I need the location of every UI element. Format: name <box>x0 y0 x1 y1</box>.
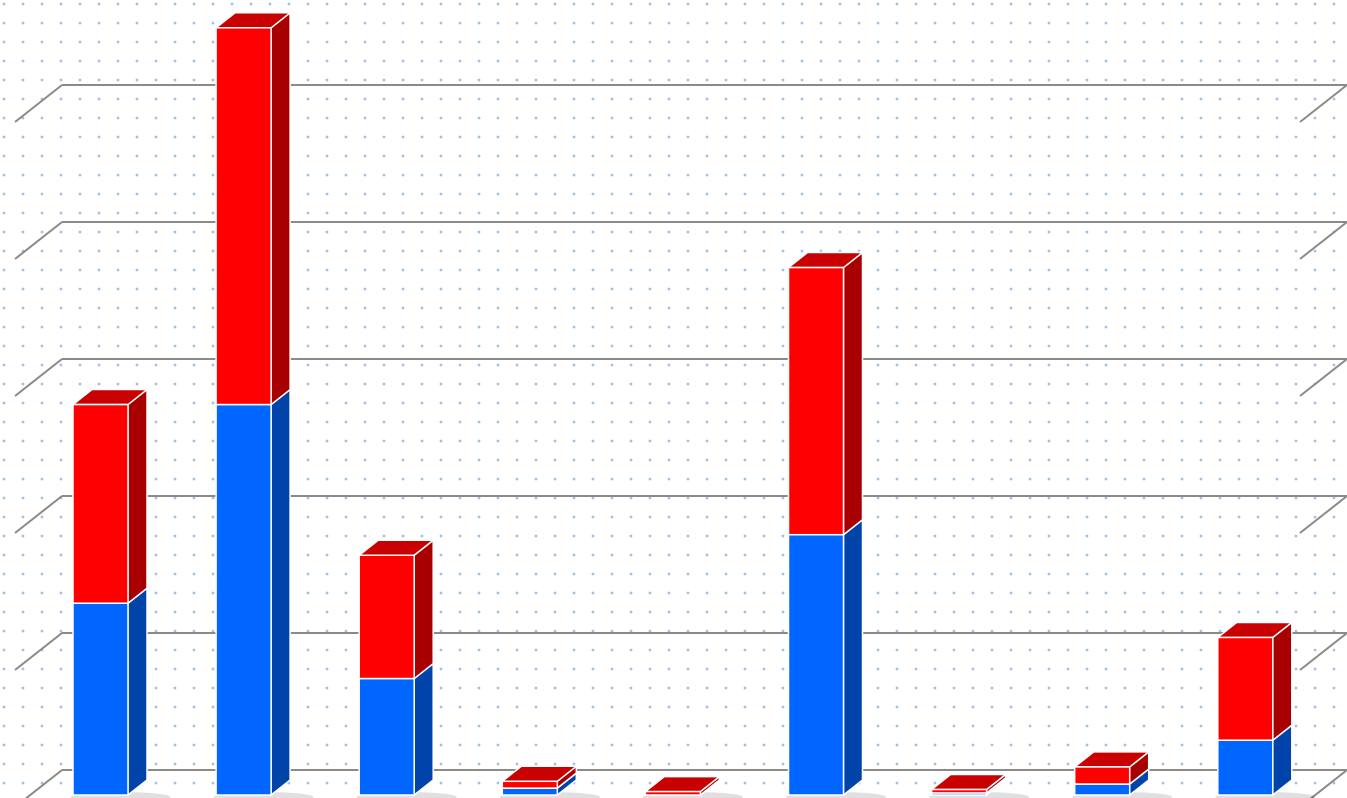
grid-diagonal <box>1299 358 1347 397</box>
bar-side <box>270 388 291 797</box>
bar-segment <box>1072 750 1151 786</box>
bar-segment <box>357 662 436 797</box>
grid-diagonal <box>14 221 63 260</box>
bar-side <box>127 388 148 605</box>
grid-diagonal <box>1299 84 1347 123</box>
bar-side <box>413 662 434 797</box>
bar-side <box>270 11 291 407</box>
grid-diagonal <box>14 495 63 534</box>
grid-diagonal <box>14 632 63 671</box>
grid-diagonal <box>14 84 63 123</box>
bar-side <box>127 586 148 797</box>
bar-segment <box>643 775 722 797</box>
bar <box>501 780 559 789</box>
bar-segment <box>786 251 865 537</box>
bar-segment <box>213 11 293 407</box>
bar-segment <box>786 518 865 797</box>
bar <box>358 677 415 796</box>
bar-segment <box>70 388 150 605</box>
grid-diagonal <box>1309 769 1347 798</box>
bar-segment <box>929 772 1008 795</box>
bar <box>930 788 988 794</box>
bar <box>1217 739 1274 796</box>
bar <box>644 790 702 796</box>
bar <box>1217 636 1274 741</box>
bar-segment <box>70 586 150 797</box>
grid-diagonal <box>24 769 63 798</box>
bar <box>215 27 272 406</box>
grid-diagonal <box>1299 495 1347 534</box>
bar-segment <box>1215 620 1294 742</box>
bar <box>1073 783 1131 796</box>
bar <box>787 533 845 796</box>
bar <box>501 787 559 796</box>
bar-side <box>413 538 434 681</box>
grid-diagonal <box>14 358 63 397</box>
bar-segment <box>357 538 436 681</box>
bar-side <box>1272 620 1293 742</box>
bar-side <box>842 518 864 797</box>
bar-segment <box>213 388 293 797</box>
bar <box>72 403 129 604</box>
bar <box>72 602 129 796</box>
bar-side <box>842 251 864 537</box>
bar-segment <box>500 764 579 790</box>
bar <box>215 403 272 796</box>
bar <box>1073 766 1131 785</box>
bar <box>358 554 415 680</box>
grid-diagonal <box>1299 221 1347 260</box>
bar <box>787 266 845 536</box>
grid-diagonal <box>1299 632 1347 671</box>
